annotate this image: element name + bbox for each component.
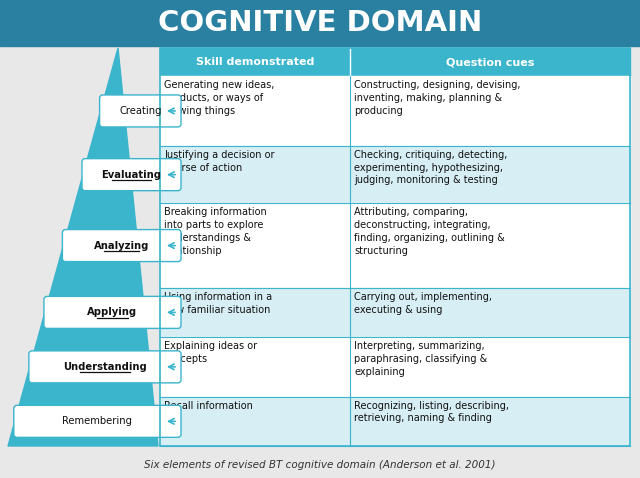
Bar bbox=[160, 337, 630, 397]
Bar bbox=[160, 397, 630, 446]
Text: Skill demonstrated: Skill demonstrated bbox=[196, 57, 314, 67]
Text: Creating: Creating bbox=[119, 106, 161, 116]
Bar bbox=[0, 0, 640, 46]
Bar bbox=[160, 48, 630, 446]
Text: Analyzing: Analyzing bbox=[94, 240, 149, 250]
Text: Applying: Applying bbox=[88, 307, 138, 317]
FancyBboxPatch shape bbox=[29, 351, 181, 383]
Text: Carrying out, implementing,
executing & using: Carrying out, implementing, executing & … bbox=[355, 292, 492, 315]
FancyBboxPatch shape bbox=[14, 405, 181, 437]
FancyBboxPatch shape bbox=[44, 296, 181, 328]
Bar bbox=[160, 48, 630, 76]
Text: Understanding: Understanding bbox=[63, 362, 147, 372]
Text: Justifying a decision or
course of action: Justifying a decision or course of actio… bbox=[164, 150, 275, 173]
Text: Explaining ideas or
concepts: Explaining ideas or concepts bbox=[164, 341, 257, 364]
Text: COGNITIVE DOMAIN: COGNITIVE DOMAIN bbox=[158, 9, 482, 37]
Text: Constructing, designing, devising,
inventing, making, planning &
producing: Constructing, designing, devising, inven… bbox=[355, 80, 521, 116]
Text: Evaluating: Evaluating bbox=[102, 170, 161, 180]
Text: Recognizing, listing, describing,
retrieving, naming & finding: Recognizing, listing, describing, retrie… bbox=[355, 401, 509, 424]
Bar bbox=[160, 204, 630, 288]
Text: Generating new ideas,
products, or ways of
viewing things: Generating new ideas, products, or ways … bbox=[164, 80, 275, 116]
Text: Breaking information
into parts to explore
understandings &
relationship: Breaking information into parts to explo… bbox=[164, 207, 267, 256]
FancyBboxPatch shape bbox=[100, 95, 181, 127]
Bar bbox=[160, 146, 630, 204]
Text: Remembering: Remembering bbox=[63, 416, 132, 426]
Text: Attributing, comparing,
deconstructing, integrating,
finding, organizing, outlin: Attributing, comparing, deconstructing, … bbox=[355, 207, 505, 256]
Polygon shape bbox=[8, 48, 158, 446]
Text: Interpreting, summarizing,
paraphrasing, classifying &
explaining: Interpreting, summarizing, paraphrasing,… bbox=[355, 341, 488, 377]
Text: Question cues: Question cues bbox=[446, 57, 534, 67]
Bar bbox=[160, 288, 630, 337]
FancyBboxPatch shape bbox=[62, 229, 181, 261]
Text: Recall information: Recall information bbox=[164, 401, 253, 411]
FancyBboxPatch shape bbox=[82, 159, 181, 191]
Text: Using information in a
new familiar situation: Using information in a new familiar situ… bbox=[164, 292, 272, 315]
Text: Checking, critiquing, detecting,
experimenting, hypothesizing,
judging, monitori: Checking, critiquing, detecting, experim… bbox=[355, 150, 508, 185]
Text: Six elements of revised BT cognitive domain (Anderson et al. 2001): Six elements of revised BT cognitive dom… bbox=[144, 460, 496, 470]
Bar bbox=[160, 76, 630, 146]
